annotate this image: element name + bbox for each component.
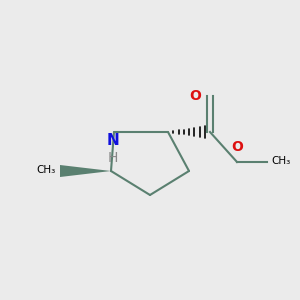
Text: O: O <box>190 89 202 103</box>
Text: O: O <box>231 140 243 154</box>
Text: H: H <box>107 152 118 166</box>
Text: CH₃: CH₃ <box>272 156 291 167</box>
Text: N: N <box>106 134 119 148</box>
Text: CH₃: CH₃ <box>36 165 56 176</box>
Polygon shape <box>60 165 111 177</box>
